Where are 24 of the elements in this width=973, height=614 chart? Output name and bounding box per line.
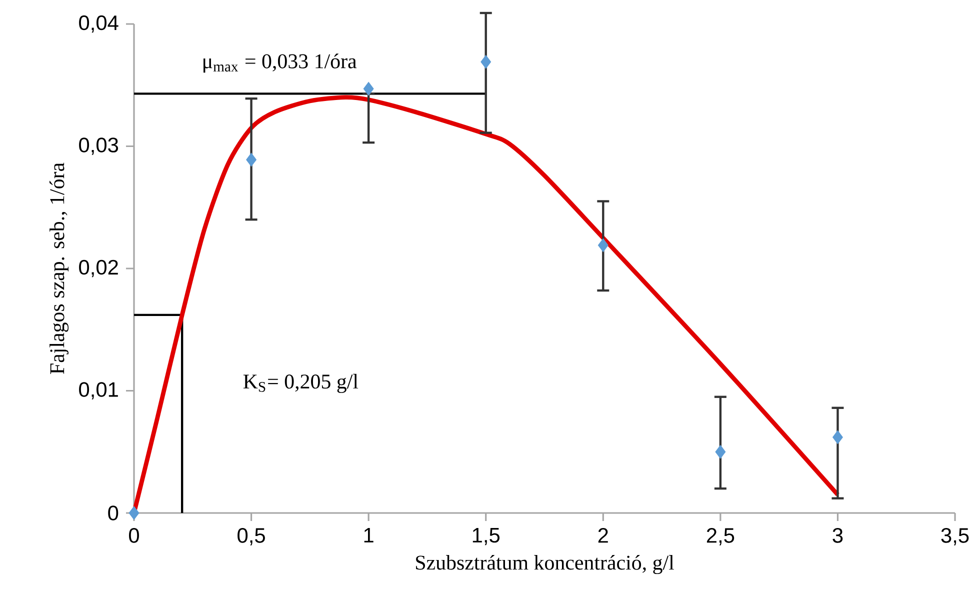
x-axis-title: Szubsztrátum koncentráció, g/l xyxy=(416,555,674,574)
y-tick-label: 0,02 xyxy=(79,260,118,278)
point xyxy=(832,430,843,444)
point xyxy=(128,506,140,520)
x-tick-label: 3 xyxy=(832,528,843,543)
x-tick-label: 1 xyxy=(364,528,374,542)
point xyxy=(363,82,374,96)
y-tick-label: 0,03 xyxy=(79,138,118,155)
point xyxy=(598,238,608,252)
x-tick-label: 0 xyxy=(128,528,139,543)
x-tick-label: 2,5 xyxy=(706,528,734,546)
y-tick-label: 0,04 xyxy=(79,15,118,33)
annotation: K$_{S}$= 0,205 g/l xyxy=(243,374,358,393)
point xyxy=(246,152,256,166)
y-tick-label: 0 xyxy=(108,506,118,520)
point xyxy=(715,445,726,459)
y-tick-label: 0,01 xyxy=(79,382,118,400)
annotation: μ$_{max}$ = 0,033 1/óra xyxy=(204,54,357,73)
x-tick-label: 3,5 xyxy=(941,528,969,546)
point xyxy=(480,55,492,69)
x-tick-label: 2 xyxy=(598,528,608,543)
x-tick-label: 1,5 xyxy=(472,528,500,546)
x-tick-label: 0,5 xyxy=(238,528,265,546)
y-axis-title: Fajlagos szap. seb., 1/óra xyxy=(50,162,69,374)
